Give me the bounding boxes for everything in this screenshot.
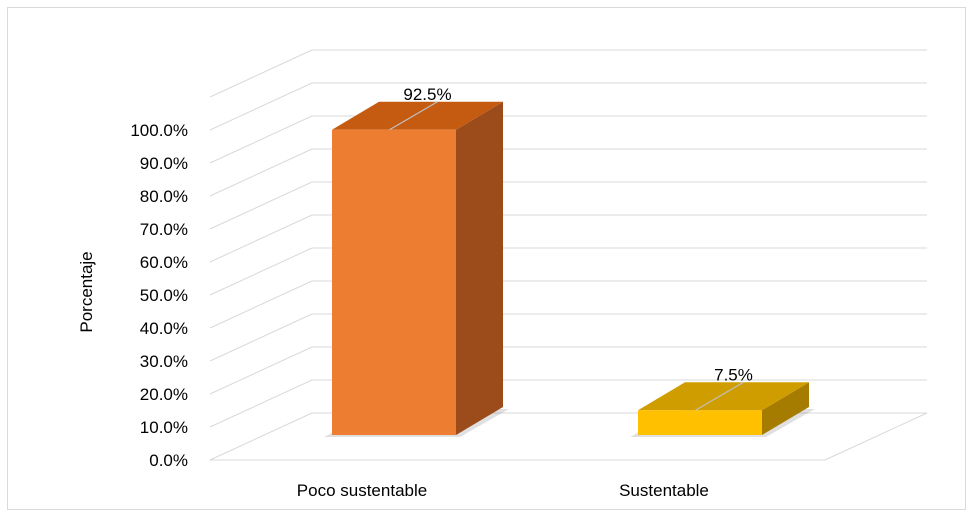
gridline-diagonal <box>209 49 313 98</box>
data-label-leader <box>389 101 438 131</box>
gridline-diagonal <box>209 247 313 296</box>
gridline-diagonal <box>209 214 313 263</box>
x-category-label: Poco sustentable <box>297 481 427 500</box>
gridline-diagonal <box>209 379 313 428</box>
x-axis-categories: Poco sustentable Sustentable <box>297 481 709 500</box>
bar-front <box>332 129 456 435</box>
y-tick-label: 50.0% <box>140 286 188 305</box>
gridline-diagonal <box>209 148 313 197</box>
data-labels: 92.5% 7.5% <box>389 85 753 411</box>
y-tick-label: 30.0% <box>140 352 188 371</box>
gridline-diagonal <box>209 280 313 329</box>
y-tick-label: 40.0% <box>140 319 188 338</box>
y-axis-ticks: 0.0% 10.0% 20.0% 30.0% 40.0% 50.0% 60.0% 70.0% 8… <box>130 121 188 470</box>
gridline-diagonal <box>209 82 313 131</box>
gridline-diagonal <box>209 115 313 164</box>
gridline-diagonal <box>209 181 313 230</box>
y-tick-label: 90.0% <box>140 154 188 173</box>
bar-top <box>332 101 503 130</box>
y-tick-label: 70.0% <box>140 220 188 239</box>
y-tick-label: 10.0% <box>140 418 188 437</box>
data-label: 92.5% <box>403 85 451 104</box>
y-tick-label: 20.0% <box>140 385 188 404</box>
y-tick-label: 60.0% <box>140 253 188 272</box>
y-tick-label: 100.0% <box>130 121 188 140</box>
gridlines <box>209 49 928 461</box>
bar-side <box>762 382 809 435</box>
data-label: 7.5% <box>714 365 753 384</box>
gridline-diagonal <box>209 313 313 362</box>
bar-side <box>456 101 503 435</box>
y-axis-title: Porcentaje <box>77 251 96 332</box>
bar-front <box>638 410 762 435</box>
y-tick-label: 0.0% <box>149 451 188 470</box>
y-tick-label: 80.0% <box>140 187 188 206</box>
gridline-diagonal <box>209 346 313 395</box>
bar-top <box>638 382 809 411</box>
floor-right-edge <box>824 412 928 461</box>
gridline-diagonal <box>209 412 313 461</box>
data-label-leader <box>695 381 744 411</box>
bars <box>324 101 815 437</box>
x-category-label: Sustentable <box>619 481 709 500</box>
